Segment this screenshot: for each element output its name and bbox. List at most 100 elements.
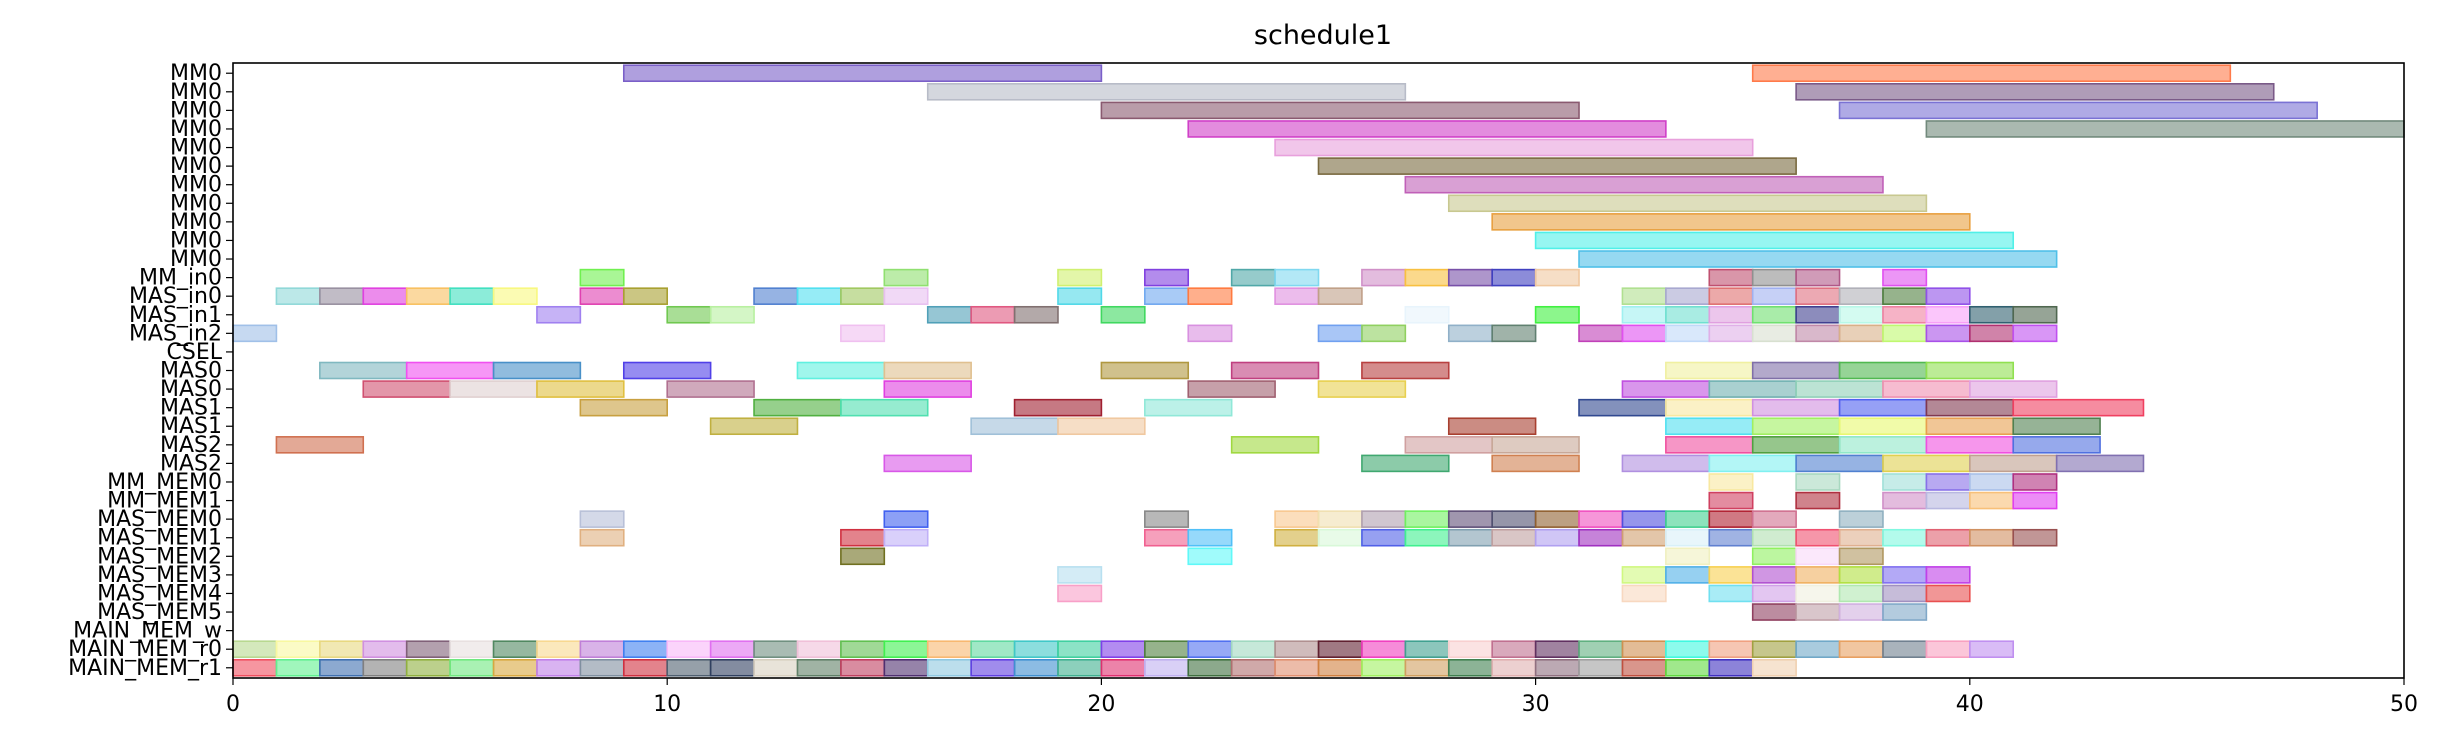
task-bar xyxy=(1665,287,1711,305)
task-bar xyxy=(1187,640,1233,658)
task-bar xyxy=(1708,528,1754,547)
y-tick-label: MAS_MEM1 xyxy=(97,526,222,551)
y-tick-label: MM_MEM1 xyxy=(107,489,222,514)
task-bar xyxy=(1751,398,1841,417)
task-bar xyxy=(1708,473,1754,491)
task-bar xyxy=(970,417,1059,436)
task-bar xyxy=(1057,584,1103,603)
task-bar xyxy=(970,640,1016,658)
task-bar xyxy=(1708,454,1797,473)
task-bar xyxy=(1013,640,1059,658)
task-bar xyxy=(1838,528,1884,547)
task-bar xyxy=(1534,268,1580,287)
task-bar xyxy=(536,305,582,324)
task-bar xyxy=(1274,510,1320,528)
task-bar xyxy=(709,417,799,436)
task-bar xyxy=(1144,510,1190,528)
task-bar xyxy=(1144,528,1190,547)
task-bar xyxy=(1925,361,2015,380)
task-bar xyxy=(1274,528,1320,547)
task-bar xyxy=(883,287,929,305)
task-bar xyxy=(1795,324,1841,343)
task-bar xyxy=(753,398,842,417)
y-tick-label: MM_MEM0 xyxy=(107,470,222,495)
task-bar xyxy=(622,640,669,658)
task-bar xyxy=(926,305,972,324)
task-bar xyxy=(753,287,799,305)
task-bar xyxy=(1665,361,1754,380)
task-bar xyxy=(1621,287,1667,305)
task-bar xyxy=(1969,454,2058,473)
task-bar xyxy=(579,510,625,528)
task-bar xyxy=(1795,473,1841,491)
task-bar xyxy=(1708,566,1754,584)
task-bar xyxy=(1838,417,1928,436)
task-bar xyxy=(1665,547,1711,566)
task-bar xyxy=(1969,491,2015,510)
task-bar xyxy=(926,640,972,658)
y-tick-label: MAS_MEM4 xyxy=(97,581,222,606)
task-bar xyxy=(883,268,929,287)
task-bar xyxy=(1708,658,1754,677)
task-bar xyxy=(1925,120,2405,138)
task-bar xyxy=(1751,324,1797,343)
y-axis-ticks: MM0MM0MM0MM0MM0MM0MM0MM0MM0MM0MM0MM_in0M… xyxy=(68,61,233,681)
task-bar xyxy=(275,658,321,677)
task-bar xyxy=(1751,510,1797,528)
task-bar xyxy=(883,454,972,473)
task-bar xyxy=(319,658,365,677)
y-tick-label: MAS_in1 xyxy=(129,303,222,328)
task-bar xyxy=(1274,287,1320,305)
task-bar xyxy=(1013,398,1103,417)
task-bar xyxy=(1361,510,1407,528)
task-bar xyxy=(2012,398,2145,417)
task-bar xyxy=(405,640,451,658)
task-bar xyxy=(1751,436,1841,454)
task-bar xyxy=(1969,380,2058,398)
task-bar xyxy=(1621,566,1667,584)
task-bar xyxy=(1925,566,1971,584)
task-bar xyxy=(319,640,365,658)
task-bar xyxy=(1665,398,1754,417)
task-bar xyxy=(1795,547,1841,566)
task-bar xyxy=(1144,658,1190,677)
task-bar xyxy=(579,658,625,677)
task-bar xyxy=(926,658,972,677)
task-bar xyxy=(1404,510,1450,528)
x-tick-label: 20 xyxy=(1087,692,1115,717)
task-bar xyxy=(1057,268,1103,287)
task-bar xyxy=(1708,584,1754,603)
task-bar xyxy=(1838,566,1884,584)
task-bar xyxy=(1404,640,1450,658)
y-tick-label: MM0 xyxy=(170,61,222,86)
y-tick-label: MAS_in0 xyxy=(129,284,222,309)
task-bar xyxy=(1665,658,1711,677)
task-bar xyxy=(1057,658,1103,677)
task-bar xyxy=(1317,380,1407,398)
task-bar xyxy=(362,287,408,305)
task-bar xyxy=(1144,398,1233,417)
task-bar xyxy=(1187,380,1276,398)
task-bar xyxy=(1882,380,1971,398)
task-bar xyxy=(1838,101,2318,120)
task-bar xyxy=(1838,324,1884,343)
task-bar xyxy=(1708,380,1797,398)
task-bar xyxy=(449,380,538,398)
y-tick-label: MM0 xyxy=(170,80,222,105)
task-bar xyxy=(1925,491,1971,510)
task-bar xyxy=(1404,658,1450,677)
task-bar xyxy=(1491,528,1537,547)
task-bar xyxy=(1491,324,1537,343)
task-bar xyxy=(1534,528,1580,547)
task-bar xyxy=(1317,324,1363,343)
task-bar xyxy=(1882,584,1928,603)
task-bar xyxy=(926,83,1407,101)
task-bar xyxy=(1013,658,1059,677)
task-bar xyxy=(1361,528,1407,547)
task-bar xyxy=(1491,640,1537,658)
task-bar xyxy=(1795,566,1841,584)
task-bar xyxy=(883,640,929,658)
task-bar xyxy=(1534,231,2015,250)
task-bar xyxy=(1838,305,1884,324)
task-bar xyxy=(232,640,278,658)
